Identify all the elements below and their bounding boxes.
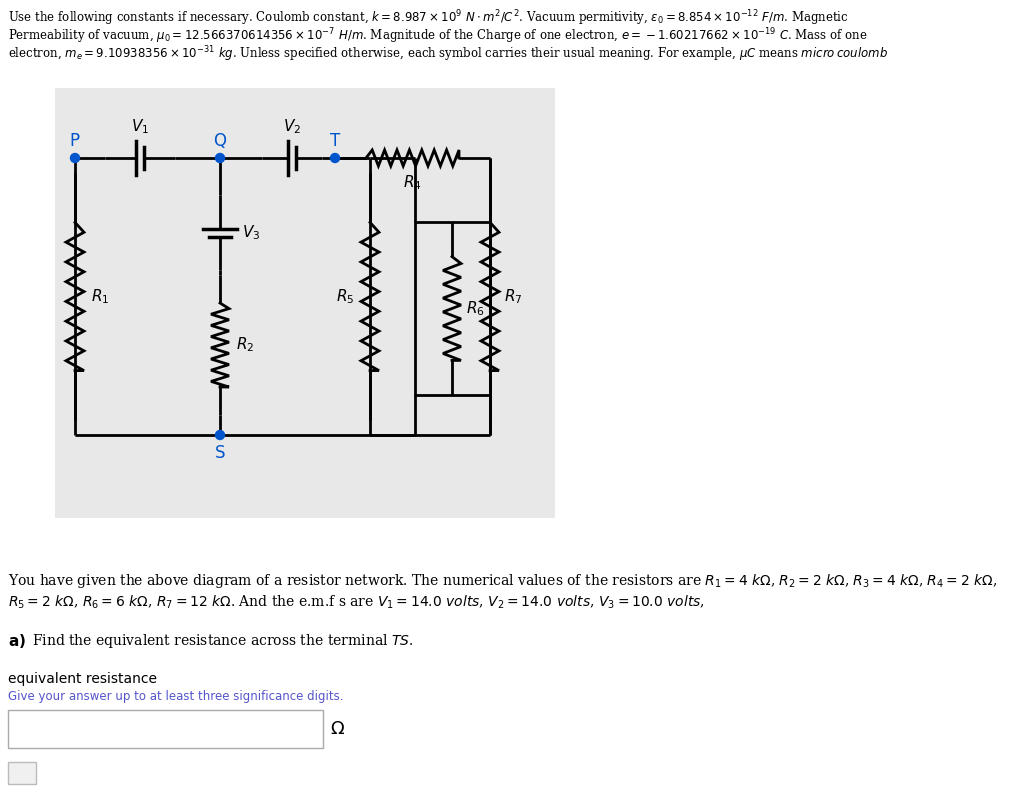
Circle shape xyxy=(215,430,224,440)
Bar xyxy=(8,762,36,784)
Bar xyxy=(55,88,555,518)
Text: $V_1$: $V_1$ xyxy=(130,117,149,136)
Text: Find the equivalent resistance across the terminal $\mathit{TS}$.: Find the equivalent resistance across th… xyxy=(32,632,413,650)
Circle shape xyxy=(331,154,340,163)
Text: $R_1$: $R_1$ xyxy=(91,288,109,306)
Text: electron, $m_e = 9.10938356 \times 10^{-31}\ kg$. Unless specified otherwise, ea: electron, $m_e = 9.10938356 \times 10^{-… xyxy=(8,44,888,64)
Text: $R_6$: $R_6$ xyxy=(466,299,484,318)
Text: You have given the above diagram of a resistor network. The numerical values of : You have given the above diagram of a re… xyxy=(8,572,997,590)
Circle shape xyxy=(71,154,80,163)
Text: $R_7$: $R_7$ xyxy=(504,288,523,306)
Bar xyxy=(8,710,323,748)
Text: equivalent resistance: equivalent resistance xyxy=(8,672,157,686)
Text: $\mathbf{a)}$: $\mathbf{a)}$ xyxy=(8,632,26,650)
Text: $\Omega$: $\Omega$ xyxy=(330,720,345,738)
Text: $V_2$: $V_2$ xyxy=(283,117,301,136)
Text: T: T xyxy=(330,132,340,150)
Text: $R_5$: $R_5$ xyxy=(336,288,354,306)
Text: Use the following constants if necessary. Coulomb constant, $k = 8.987 \times 10: Use the following constants if necessary… xyxy=(8,8,849,28)
Bar xyxy=(415,222,490,395)
Text: Give your answer up to at least three significance digits.: Give your answer up to at least three si… xyxy=(8,690,344,703)
Text: Q: Q xyxy=(213,132,226,150)
Text: Permeability of vacuum, $\mu_0 = 12.566370614356 \times 10^{-7}\ H/m$. Magnitude: Permeability of vacuum, $\mu_0 = 12.5663… xyxy=(8,26,867,45)
Text: $V_3$: $V_3$ xyxy=(242,223,260,242)
Text: P: P xyxy=(69,132,79,150)
Text: $R_5 = 2\ k\Omega$, $R_6 = 6\ k\Omega$, $R_7 = 12\ k\Omega$. And the e.m.f s are: $R_5 = 2\ k\Omega$, $R_6 = 6\ k\Omega$, … xyxy=(8,594,705,612)
Text: $R_4$: $R_4$ xyxy=(403,173,422,192)
Text: S: S xyxy=(214,444,225,462)
Text: $R_2$: $R_2$ xyxy=(236,335,255,354)
Circle shape xyxy=(215,154,224,163)
